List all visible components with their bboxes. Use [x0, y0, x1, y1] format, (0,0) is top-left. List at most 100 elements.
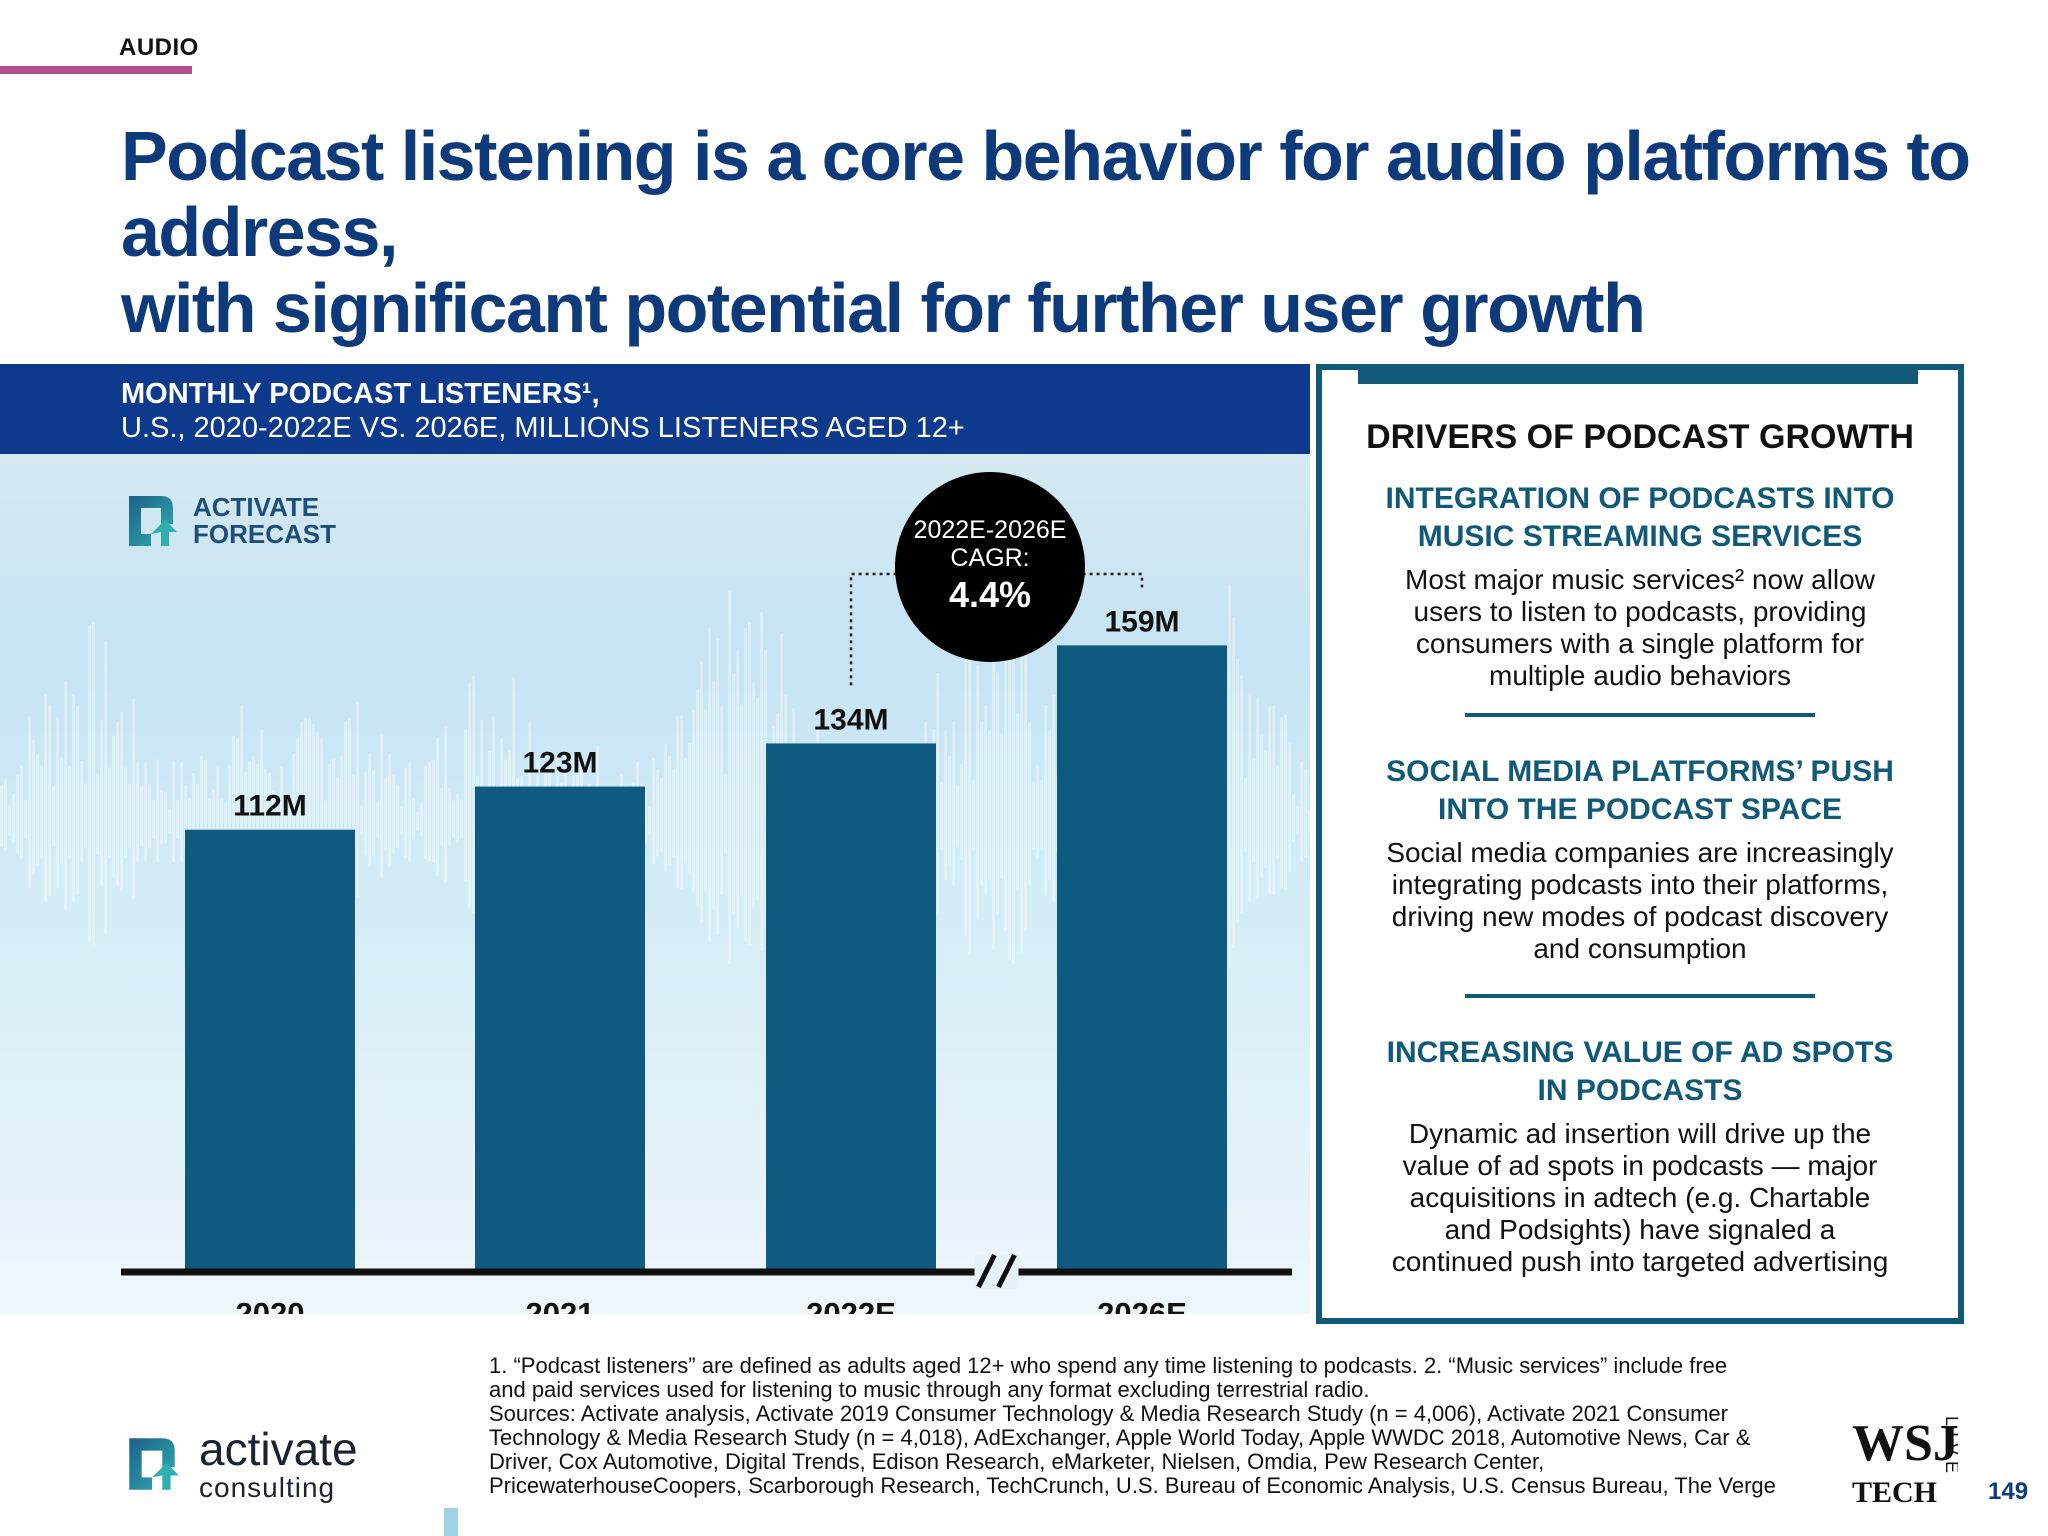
soundwave-stroke [444, 727, 447, 883]
soundwave-stroke [944, 730, 947, 880]
soundwave-stroke [116, 721, 119, 886]
data-label-2021: 123M [522, 747, 597, 780]
activate-logo-icon [129, 496, 177, 546]
soundwave-stroke [420, 803, 423, 837]
soundwave-stroke [760, 612, 763, 951]
soundwave-stroke [1284, 714, 1287, 890]
data-label-2026E: 159M [1104, 605, 1179, 638]
soundwave-stroke [168, 809, 171, 833]
soundwave-stroke [220, 799, 223, 839]
soundwave-stroke [712, 681, 715, 910]
data-label-2022E: 134M [813, 703, 888, 736]
cagr-value: 4.4% [948, 574, 1032, 615]
cagr-label: CAGR: [950, 544, 1030, 572]
soundwave-stroke [936, 672, 939, 915]
soundwave-stroke [1044, 704, 1047, 896]
axis-break-mark [976, 1253, 997, 1289]
activate-logo-icon [129, 1438, 179, 1490]
soundwave-stroke [180, 762, 183, 862]
soundwave-stroke [64, 680, 67, 910]
bar-2022E [766, 743, 936, 1269]
driver-item: SOCIAL MEDIA PLATFORMS’ PUSH INTO THE PO… [1342, 753, 1938, 965]
soundwave-stroke [1264, 750, 1267, 869]
bar-2020 [185, 829, 355, 1269]
soundwave-stroke [388, 753, 391, 867]
soundwave-stroke [740, 704, 743, 896]
driver-heading: SOCIAL MEDIA PLATFORMS’ PUSH [1386, 755, 1894, 788]
soundwave-stroke [348, 718, 351, 888]
forecast-label: ACTIVATE FORECAST [193, 494, 336, 548]
drivers-title: DRIVERS OF PODCAST GROWTH [1366, 418, 1914, 456]
page-title-line-1: Podcast listening is a core behavior for… [121, 117, 1971, 271]
soundwave-stroke [980, 721, 983, 886]
driver-item: INTEGRATION OF PODCASTS INTO MUSIC STREA… [1342, 480, 1938, 692]
soundwave-stroke [432, 760, 435, 863]
page-number: 149 [1988, 1478, 2029, 1505]
soundwave-stroke [1292, 794, 1295, 842]
soundwave-stroke [216, 767, 219, 858]
driver-heading: IN PODCASTS [1537, 1074, 1743, 1107]
soundwave-stroke [236, 738, 239, 876]
wsj-logo-tech: TECH [1852, 1476, 1937, 1508]
soundwave-stroke [88, 625, 91, 944]
soundwave-stroke [92, 622, 95, 945]
soundwave-stroke [240, 705, 243, 896]
soundwave-stroke [716, 638, 719, 936]
soundwave-stroke [152, 800, 155, 839]
soundwave-stroke [316, 732, 319, 880]
soundwave-stroke [1304, 768, 1307, 858]
driver-body-line: Dynamic ad insertion will drive up the [1408, 1118, 1872, 1149]
soundwave-stroke [368, 753, 371, 867]
soundwave-stroke [172, 760, 175, 863]
footnotes: 1. “Podcast listeners” are defined as ad… [489, 1354, 1839, 1498]
soundwave-stroke [296, 738, 299, 876]
soundwave-stroke [672, 769, 675, 857]
soundwave-stroke [144, 762, 147, 861]
soundwave-stroke [940, 781, 943, 850]
chart-header: MONTHLY PODCAST LISTENERS¹, U.S., 2020-2… [0, 364, 1310, 454]
soundwave-stroke [188, 798, 191, 840]
soundwave-stroke [196, 784, 199, 848]
soundwave-stroke [968, 605, 971, 956]
soundwave-stroke [764, 649, 767, 929]
soundwave-stroke [436, 737, 439, 876]
soundwave-stroke [1260, 735, 1263, 878]
soundwave-stroke [112, 735, 115, 877]
soundwave-stroke [268, 773, 271, 855]
x-tick-2026E: 2026E [1097, 1296, 1187, 1314]
soundwave-stroke [372, 770, 375, 857]
soundwave-stroke [704, 709, 707, 893]
soundwave-stroke [356, 701, 359, 898]
driver-body-line: acquisitions in adtech (e.g. Chartable [1409, 1182, 1871, 1213]
drivers-panel: DRIVERS OF PODCAST GROWTH INTEGRATION OF… [1316, 364, 1964, 1324]
soundwave-stroke [312, 724, 315, 884]
soundwave-stroke [408, 762, 411, 861]
soundwave-stroke [52, 786, 55, 847]
soundwave-stroke [200, 755, 203, 866]
soundwave-stroke [376, 802, 379, 837]
soundwave-stroke [32, 739, 35, 875]
soundwave-stroke [340, 755, 343, 866]
soundwave-stroke [688, 743, 691, 873]
soundwave-stroke [392, 775, 395, 854]
wsj-logo-wsj: WSJ [1852, 1415, 1958, 1472]
soundwave-stroke [400, 806, 403, 835]
footnote-line: 1. “Podcast listeners” are defined as ad… [489, 1353, 1728, 1378]
soundwave-stroke [656, 769, 659, 857]
soundwave-stroke [1272, 705, 1275, 895]
soundwave-stroke [1308, 809, 1310, 833]
soundwave-stroke [1036, 765, 1039, 860]
driver-heading: INCREASING VALUE OF AD SPOTS [1386, 1036, 1894, 1069]
soundwave-stroke [300, 721, 303, 886]
soundwave-stroke [1012, 590, 1015, 964]
soundwave-stroke [28, 716, 31, 889]
soundwave-stroke [1048, 730, 1051, 881]
soundwave-stroke [24, 800, 27, 839]
soundwave-stroke [324, 800, 327, 839]
driver-body-line: and Podsights) have signaled a [1444, 1214, 1836, 1245]
soundwave-stroke [1256, 698, 1259, 900]
wsj-logo-live: LIVE [1942, 1416, 1958, 1479]
soundwave-stroke [456, 793, 459, 843]
soundwave-stroke [472, 675, 475, 914]
driver-divider [1465, 713, 1815, 717]
